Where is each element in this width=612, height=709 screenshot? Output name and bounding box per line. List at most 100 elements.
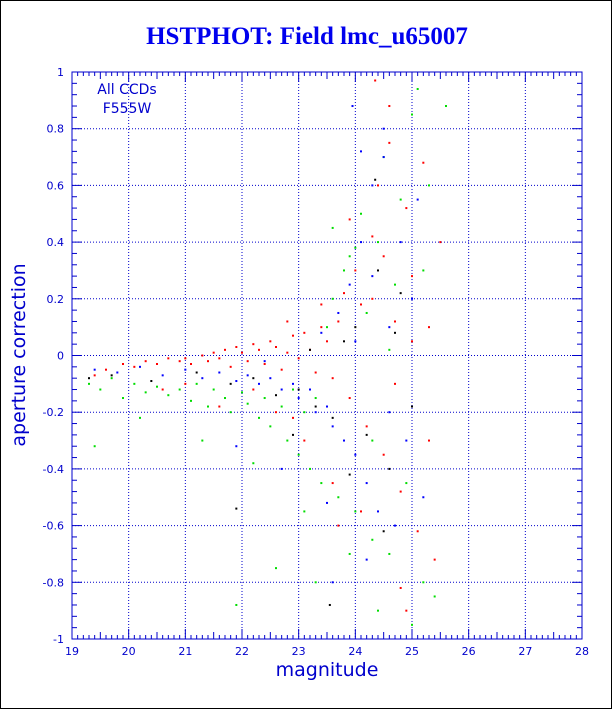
- data-point: [297, 357, 300, 360]
- data-point: [235, 445, 238, 448]
- data-point: [93, 374, 96, 377]
- data-point: [433, 595, 436, 598]
- data-point: [331, 425, 334, 428]
- data-point: [297, 397, 300, 400]
- data-point: [405, 439, 408, 442]
- data-point: [388, 411, 391, 414]
- data-point: [394, 382, 396, 385]
- data-point: [326, 501, 328, 504]
- data-points: [88, 79, 447, 626]
- data-point: [110, 374, 113, 377]
- data-point: [207, 360, 209, 363]
- data-point: [320, 303, 323, 306]
- data-point: [354, 269, 357, 272]
- data-point: [309, 388, 311, 391]
- data-point: [280, 405, 283, 408]
- y-tick-label: 1: [57, 66, 64, 79]
- data-point: [374, 178, 377, 181]
- data-point: [365, 433, 368, 436]
- data-point: [331, 377, 334, 380]
- data-point: [184, 382, 187, 385]
- data-point: [246, 374, 249, 377]
- y-tick-label: 0.4: [47, 236, 65, 249]
- data-point: [405, 482, 408, 485]
- data-point: [263, 363, 266, 366]
- data-point: [144, 391, 147, 394]
- x-tick-label: 22: [235, 645, 249, 658]
- data-point: [139, 365, 141, 368]
- data-point: [354, 326, 357, 329]
- data-point: [190, 363, 192, 366]
- data-point: [110, 377, 113, 380]
- data-point: [235, 380, 238, 383]
- data-point: [331, 297, 334, 300]
- y-tick-label: 0: [57, 350, 64, 363]
- data-point: [161, 388, 164, 391]
- data-point: [388, 141, 391, 144]
- data-point: [343, 269, 345, 272]
- y-tick-label: -0.6: [43, 520, 64, 533]
- data-point: [428, 439, 430, 442]
- x-tick-label: 25: [405, 645, 419, 658]
- data-point: [275, 411, 277, 414]
- data-point: [269, 425, 272, 428]
- x-tick-label: 26: [462, 645, 476, 658]
- data-point: [229, 365, 232, 368]
- data-point: [314, 371, 317, 374]
- y-tick-label: 0.6: [47, 179, 65, 192]
- data-point: [388, 348, 391, 351]
- data-point: [337, 496, 340, 499]
- data-point: [411, 275, 413, 278]
- data-point: [428, 184, 430, 187]
- data-point: [422, 161, 425, 164]
- data-point: [286, 439, 289, 442]
- data-point: [167, 394, 170, 397]
- data-point: [292, 334, 294, 337]
- data-point: [246, 402, 249, 405]
- data-point: [354, 453, 357, 456]
- data-point: [411, 113, 413, 116]
- x-tick-label: 27: [518, 645, 532, 658]
- data-point: [394, 283, 396, 286]
- grid-lines: [72, 72, 582, 639]
- data-point: [320, 326, 323, 329]
- chart-title: HSTPHOT: Field lmc_u65007: [146, 23, 468, 50]
- data-point: [348, 283, 351, 286]
- data-point: [303, 510, 306, 513]
- data-point: [218, 371, 221, 374]
- data-point: [229, 382, 232, 385]
- data-point: [314, 405, 317, 408]
- data-point: [252, 343, 255, 346]
- axis-ticks: [71, 71, 583, 640]
- data-point: [405, 609, 408, 612]
- data-point: [178, 388, 181, 391]
- data-point: [365, 482, 368, 485]
- data-point: [360, 241, 362, 244]
- x-tick-label: 20: [122, 645, 136, 658]
- data-point: [374, 79, 377, 82]
- data-point: [229, 411, 232, 414]
- data-point: [371, 235, 374, 238]
- data-point: [144, 360, 147, 363]
- annotation-filter: F555W: [103, 101, 152, 117]
- data-point: [292, 382, 294, 385]
- data-point: [328, 603, 331, 606]
- data-point: [354, 246, 357, 249]
- data-point: [195, 382, 198, 385]
- data-point: [201, 354, 204, 357]
- data-point: [207, 405, 209, 408]
- data-point: [292, 416, 294, 419]
- data-point: [314, 581, 317, 584]
- data-point: [263, 397, 266, 400]
- x-tick-label: 23: [292, 645, 306, 658]
- data-point: [201, 439, 204, 442]
- data-point: [371, 275, 374, 278]
- data-point: [133, 365, 136, 368]
- y-tick-label: -0.8: [43, 576, 64, 589]
- data-point: [343, 340, 345, 343]
- x-tick-label: 21: [178, 645, 192, 658]
- data-point: [218, 357, 221, 360]
- data-point: [351, 105, 354, 108]
- data-point: [93, 368, 96, 371]
- data-point: [314, 411, 317, 414]
